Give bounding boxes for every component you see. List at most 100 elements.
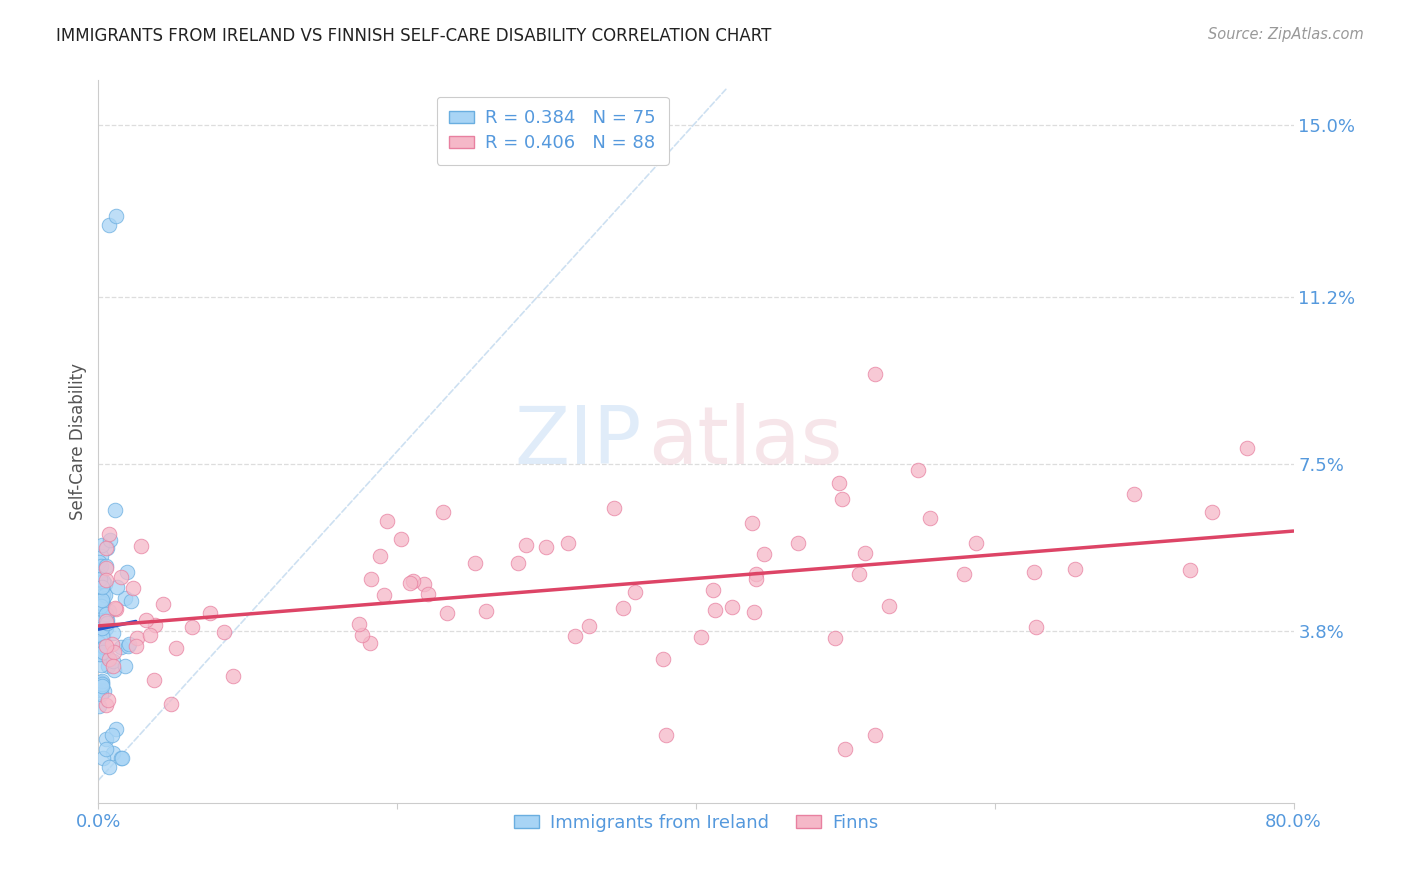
- Point: [96, 648, 118, 663]
- Point: [91, 580, 114, 594]
- Point: [690, 630, 713, 644]
- Point: [1122, 487, 1144, 501]
- Point: [90, 679, 112, 693]
- Point: [853, 545, 876, 559]
- Point: [97, 218, 120, 232]
- Y-axis label: Self-Care Disability: Self-Care Disability: [69, 363, 87, 520]
- Point: [89, 572, 111, 586]
- Point: [90, 621, 112, 635]
- Point: [389, 533, 412, 547]
- Point: [745, 566, 768, 581]
- Point: [1063, 562, 1085, 576]
- Point: [91, 676, 114, 690]
- Point: [143, 618, 166, 632]
- Point: [114, 591, 136, 606]
- Point: [94, 732, 117, 747]
- Point: [865, 367, 887, 381]
- Point: [744, 572, 766, 586]
- Point: [90, 592, 112, 607]
- Point: [360, 572, 382, 586]
- Point: [97, 692, 120, 706]
- Point: [831, 491, 853, 506]
- Point: [91, 597, 114, 611]
- Point: [90, 616, 112, 631]
- Point: [87, 699, 110, 714]
- Point: [93, 574, 115, 588]
- Point: [110, 750, 132, 764]
- Point: [464, 556, 486, 570]
- Point: [787, 535, 810, 549]
- Point: [1178, 563, 1201, 577]
- Point: [96, 607, 118, 621]
- Point: [91, 674, 114, 689]
- Point: [741, 516, 763, 531]
- Point: [1024, 565, 1046, 579]
- Point: [534, 540, 557, 554]
- Point: [138, 628, 160, 642]
- Point: [97, 527, 120, 541]
- Point: [143, 673, 166, 688]
- Point: [623, 585, 645, 599]
- Point: [91, 750, 114, 764]
- Point: [180, 619, 202, 633]
- Point: [94, 561, 117, 575]
- Point: [373, 589, 395, 603]
- Point: [105, 209, 128, 223]
- Point: [87, 636, 110, 650]
- Point: [93, 640, 115, 654]
- Point: [347, 616, 370, 631]
- Point: [564, 629, 586, 643]
- Point: [436, 607, 458, 621]
- Point: [824, 631, 846, 645]
- Point: [703, 603, 725, 617]
- Point: [100, 637, 122, 651]
- Point: [848, 567, 870, 582]
- Point: [918, 511, 941, 525]
- Point: [104, 602, 127, 616]
- Point: [124, 639, 146, 653]
- Point: [103, 663, 125, 677]
- Point: [865, 728, 887, 742]
- Point: [89, 682, 111, 697]
- Point: [375, 514, 398, 528]
- Point: [89, 555, 111, 569]
- Point: [93, 684, 115, 698]
- Point: [720, 600, 742, 615]
- Point: [742, 605, 765, 619]
- Point: [111, 750, 134, 764]
- Point: [94, 588, 117, 602]
- Point: [110, 640, 132, 654]
- Point: [94, 577, 117, 591]
- Point: [90, 657, 112, 672]
- Point: [101, 626, 124, 640]
- Point: [120, 594, 142, 608]
- Point: [432, 506, 454, 520]
- Point: [953, 567, 976, 582]
- Point: [97, 760, 120, 774]
- Point: [125, 631, 148, 645]
- Point: [96, 559, 118, 574]
- Point: [104, 601, 127, 615]
- Point: [90, 549, 112, 563]
- Point: [1236, 441, 1258, 455]
- Point: [91, 645, 114, 659]
- Point: [413, 577, 436, 591]
- Point: [352, 628, 374, 642]
- Point: [578, 619, 600, 633]
- Point: [1201, 505, 1223, 519]
- Point: [877, 599, 900, 613]
- Point: [152, 597, 174, 611]
- Point: [94, 541, 117, 555]
- Point: [94, 639, 117, 653]
- Text: atlas: atlas: [648, 402, 842, 481]
- Point: [907, 463, 929, 477]
- Point: [398, 575, 420, 590]
- Point: [603, 500, 626, 515]
- Point: [91, 608, 114, 623]
- Point: [90, 687, 112, 701]
- Point: [101, 658, 124, 673]
- Point: [508, 557, 530, 571]
- Point: [129, 539, 152, 553]
- Point: [557, 535, 579, 549]
- Point: [702, 582, 724, 597]
